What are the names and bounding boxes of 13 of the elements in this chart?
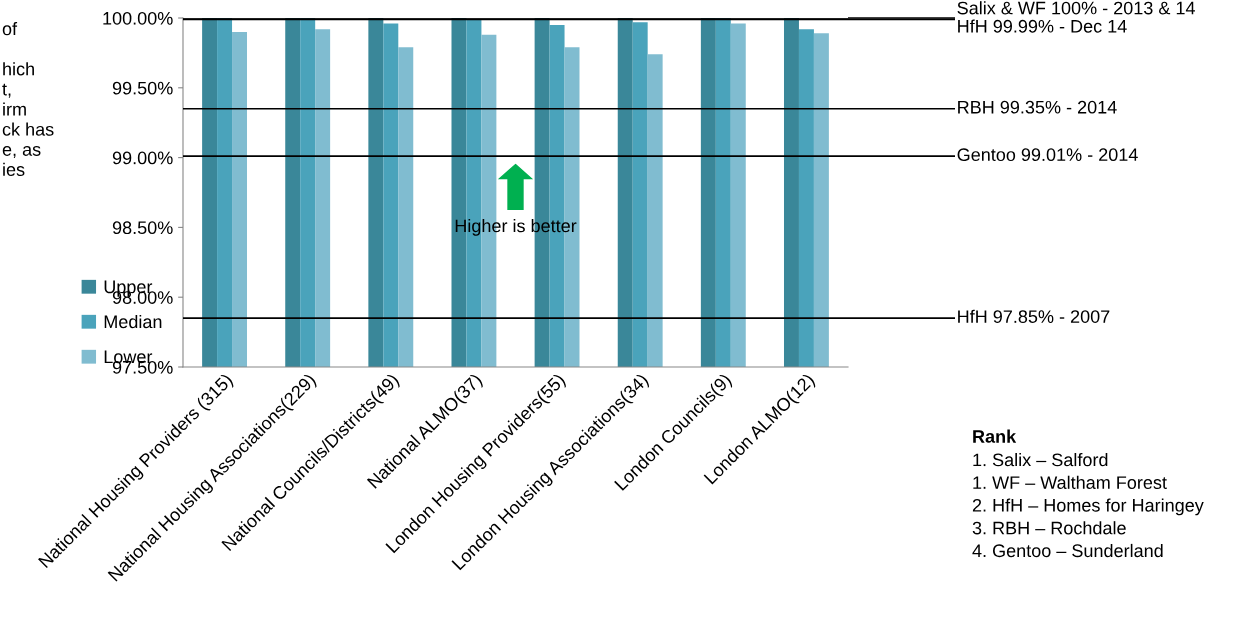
y-tick-label: 99.00% bbox=[112, 151, 173, 165]
text: of hich t, irm ck has e, as ies bbox=[2, 22, 54, 176]
ref-line-label: HfH 99.99% - Dec 14 bbox=[958, 19, 1127, 33]
y-tick-label: 98.50% bbox=[112, 221, 173, 235]
legend-label: Median bbox=[104, 314, 162, 329]
y-tick-label: 100.00% bbox=[103, 11, 173, 25]
ref-line-label: Gentoo 99.01% - 2014 bbox=[957, 148, 1138, 162]
text: 1. Salix – Salford 1. WF – Waltham Forest 2. HfH – Homes for Haringey 3. RBH – Rochdale 4. Gentoo – Sunderland bbox=[972, 453, 1204, 558]
ref-line-label: HfH 97.85% - 2007 bbox=[958, 309, 1110, 323]
text: Rank bbox=[973, 429, 1017, 443]
ref-line-label: RBH 99.35% - 2014 bbox=[958, 100, 1117, 114]
y-tick-label: 99.50% bbox=[112, 81, 173, 95]
ref-line-label: Salix & WF 100% - 2013 & 14 bbox=[957, 1, 1195, 15]
